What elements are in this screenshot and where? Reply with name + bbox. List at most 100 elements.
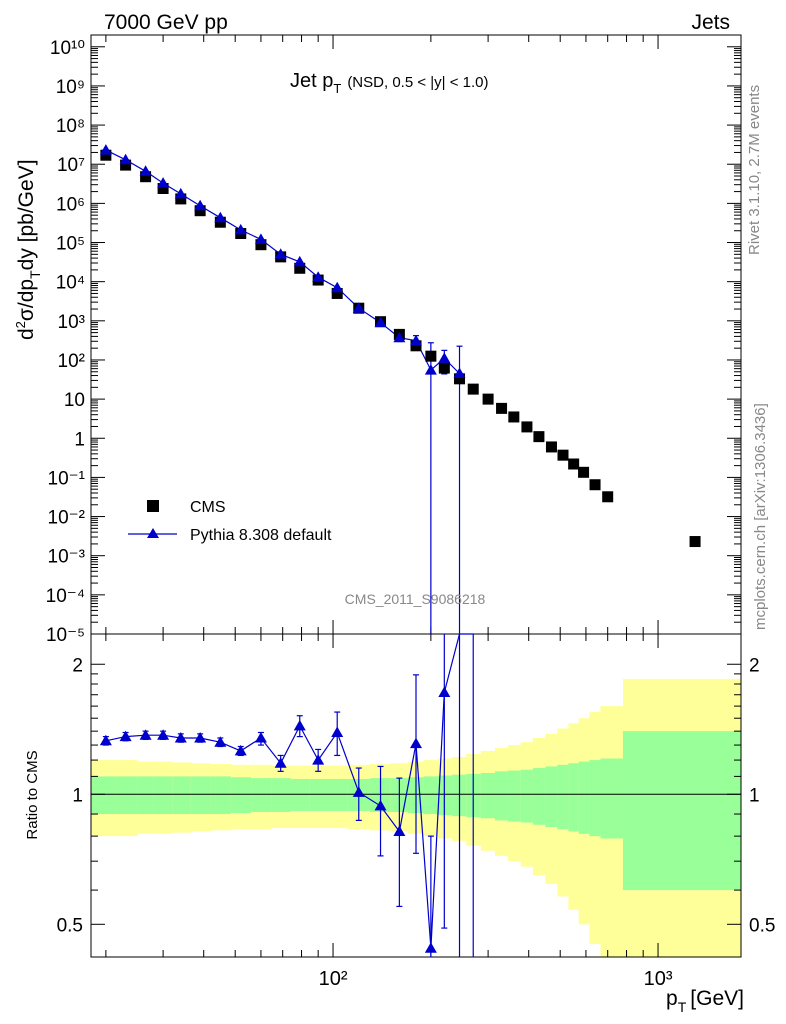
main-y-tick-label: 10²	[58, 351, 85, 372]
ratio-band-green	[578, 761, 590, 834]
pythia-point	[393, 331, 406, 343]
ratio-band-green	[557, 764, 569, 830]
ratio-band-green	[480, 773, 496, 819]
ratio-band-green	[545, 766, 558, 827]
cms-point	[578, 466, 590, 478]
main-y-tick-label: 10⁻²	[48, 508, 86, 529]
header-energy: 7000 GeV pp	[104, 11, 228, 34]
ratio-point	[274, 757, 287, 768]
pythia-point	[331, 281, 344, 293]
ratio-point	[352, 786, 365, 797]
cms-point	[100, 149, 112, 161]
cms-point	[496, 402, 508, 414]
cms-point	[140, 171, 152, 183]
ratio-y-tick-label-right: 2	[749, 655, 760, 676]
legend-cms-label: CMS	[190, 499, 226, 516]
ratio-band-green	[91, 776, 117, 815]
main-axis-ticks: 10⁻⁵ 10⁻⁴ 10⁻³ 10⁻² 10⁻¹ 1 10 10² 10³ 10⁴ 10⁵ 10⁶ 10…	[46, 34, 741, 646]
main-y-tick-label: 10⁻⁵	[46, 625, 85, 646]
cms-point	[120, 159, 132, 171]
ratio-band-green	[520, 769, 534, 823]
main-y-tick-label: 10⁶	[56, 194, 85, 215]
pythia-point	[174, 187, 187, 199]
ratio-band-green	[290, 778, 310, 811]
ratio-band-green	[507, 770, 522, 822]
main-y-tick-label: 10	[64, 390, 85, 411]
ratio-point	[438, 686, 451, 698]
ratio-band-green	[309, 778, 329, 811]
ratio-band-green	[437, 775, 453, 816]
main-y-tick-label: 10³	[58, 312, 85, 333]
ratio-band-green	[622, 731, 742, 891]
main-panel	[90, 34, 742, 635]
main-y-tick-label: 10⁵	[56, 234, 85, 255]
cms-point	[589, 479, 601, 491]
main-y-tick-label: 10⁹	[56, 77, 85, 98]
ratio-y-tick-label-right: 0.5	[749, 915, 775, 936]
ratio-point	[293, 719, 306, 731]
ratio-band-green	[532, 768, 546, 825]
ratio-band-green	[116, 776, 138, 815]
mcplots-label: mcplots.cern.ch [arXiv:1306.3436]	[752, 403, 769, 630]
ratio-point	[234, 744, 247, 756]
main-y-tick-label: 10⁸	[56, 116, 85, 137]
ratio-point	[119, 730, 132, 742]
cms-point	[482, 393, 494, 405]
main-y-tick-label: 10⁻⁴	[46, 586, 85, 607]
cms-point	[508, 411, 520, 423]
cms-point	[294, 262, 306, 274]
main-y-axis-label: d2σ/dpTdy [pb/GeV]	[13, 159, 43, 340]
cms-point	[194, 205, 206, 217]
ratio-point	[214, 736, 227, 747]
cms-point	[438, 362, 450, 374]
main-series-layer	[99, 144, 701, 634]
cms-point	[467, 383, 479, 395]
ratio-band-green	[568, 763, 580, 832]
pythia-point	[214, 211, 227, 223]
pythia-point	[312, 271, 325, 282]
ratio-band-green	[137, 776, 154, 815]
ratio-y-tick-label: 2	[72, 655, 83, 676]
main-y-tick-label: 10⁻¹	[48, 468, 86, 489]
x-tick-label: 10³	[644, 968, 673, 990]
main-y-tick-label: 10⁷	[57, 155, 85, 176]
cms-point	[689, 536, 701, 548]
ratio-series-layer	[99, 633, 474, 957]
main-y-tick-label: 10⁻³	[48, 547, 86, 568]
pythia-point	[194, 199, 207, 211]
main-y-tick-label: 1	[74, 429, 85, 450]
pythia-point	[453, 367, 466, 379]
cms-point	[255, 239, 267, 251]
ratio-band-green	[589, 760, 601, 837]
pythia-point	[424, 364, 437, 375]
cms-point	[545, 441, 557, 453]
cms-point	[175, 193, 187, 205]
ratio-point	[194, 731, 207, 743]
ratio-y-axis-label: Ratio to CMS	[24, 750, 41, 839]
pythia-point	[119, 153, 132, 165]
cms-point	[568, 458, 580, 470]
ratio-point	[410, 737, 422, 749]
ratio-y-tick-label-right: 1	[749, 785, 760, 806]
pythia-point	[139, 165, 152, 176]
pythia-point	[374, 316, 387, 328]
pythia-point	[274, 248, 287, 259]
legend-pythia-marker	[147, 528, 159, 538]
cms-point	[214, 216, 226, 228]
main-frame	[90, 34, 742, 635]
main-title: Jet pT (NSD, 0.5 < |y| < 1.0)	[290, 70, 489, 96]
ratio-point	[424, 942, 437, 953]
pythia-point	[157, 177, 170, 188]
cms-point	[331, 287, 343, 299]
ratio-band-green	[230, 777, 252, 813]
ratio-point	[139, 729, 152, 740]
ratio-frame	[90, 633, 742, 958]
ratio-point	[393, 825, 406, 836]
ratio-band-green	[271, 778, 292, 812]
ratio-point	[157, 729, 170, 740]
ratio-band-green	[210, 776, 232, 815]
pythia-point	[234, 223, 247, 235]
ratio-band-green	[423, 776, 439, 815]
ratio-band-green	[172, 776, 192, 815]
cms-point	[557, 449, 569, 461]
